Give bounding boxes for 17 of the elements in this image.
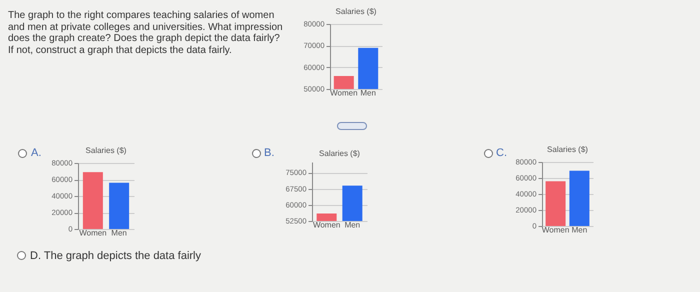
- x-tick-label: Women: [330, 88, 358, 98]
- text: B.: [264, 147, 274, 160]
- x-tick-label: Men: [344, 220, 360, 230]
- chart-title: Salaries ($): [86, 146, 127, 155]
- x-tick-label: Women: [79, 228, 107, 238]
- text: The graph to the right compares teaching salaries of women and men at private colleges and universities. What impression does the graph create? Does the graph depict the data fairly? If not, construct a graph that depicts the data fairly.: [8, 10, 284, 56]
- x-tick-label: Men: [111, 228, 127, 238]
- chart-title: Salaries ($): [319, 149, 360, 158]
- chart-title: Salaries ($): [547, 145, 588, 154]
- text: D. The graph depicts the data fairly: [30, 250, 202, 262]
- text: C.: [496, 147, 507, 160]
- x-tick-label: Women: [542, 226, 570, 234]
- x-tick-label: Men: [360, 88, 376, 98]
- x-tick-label: Men: [572, 226, 588, 234]
- chart-title: Salaries ($): [336, 7, 377, 16]
- text: A.: [31, 147, 42, 160]
- x-tick-label: Women: [312, 220, 340, 230]
